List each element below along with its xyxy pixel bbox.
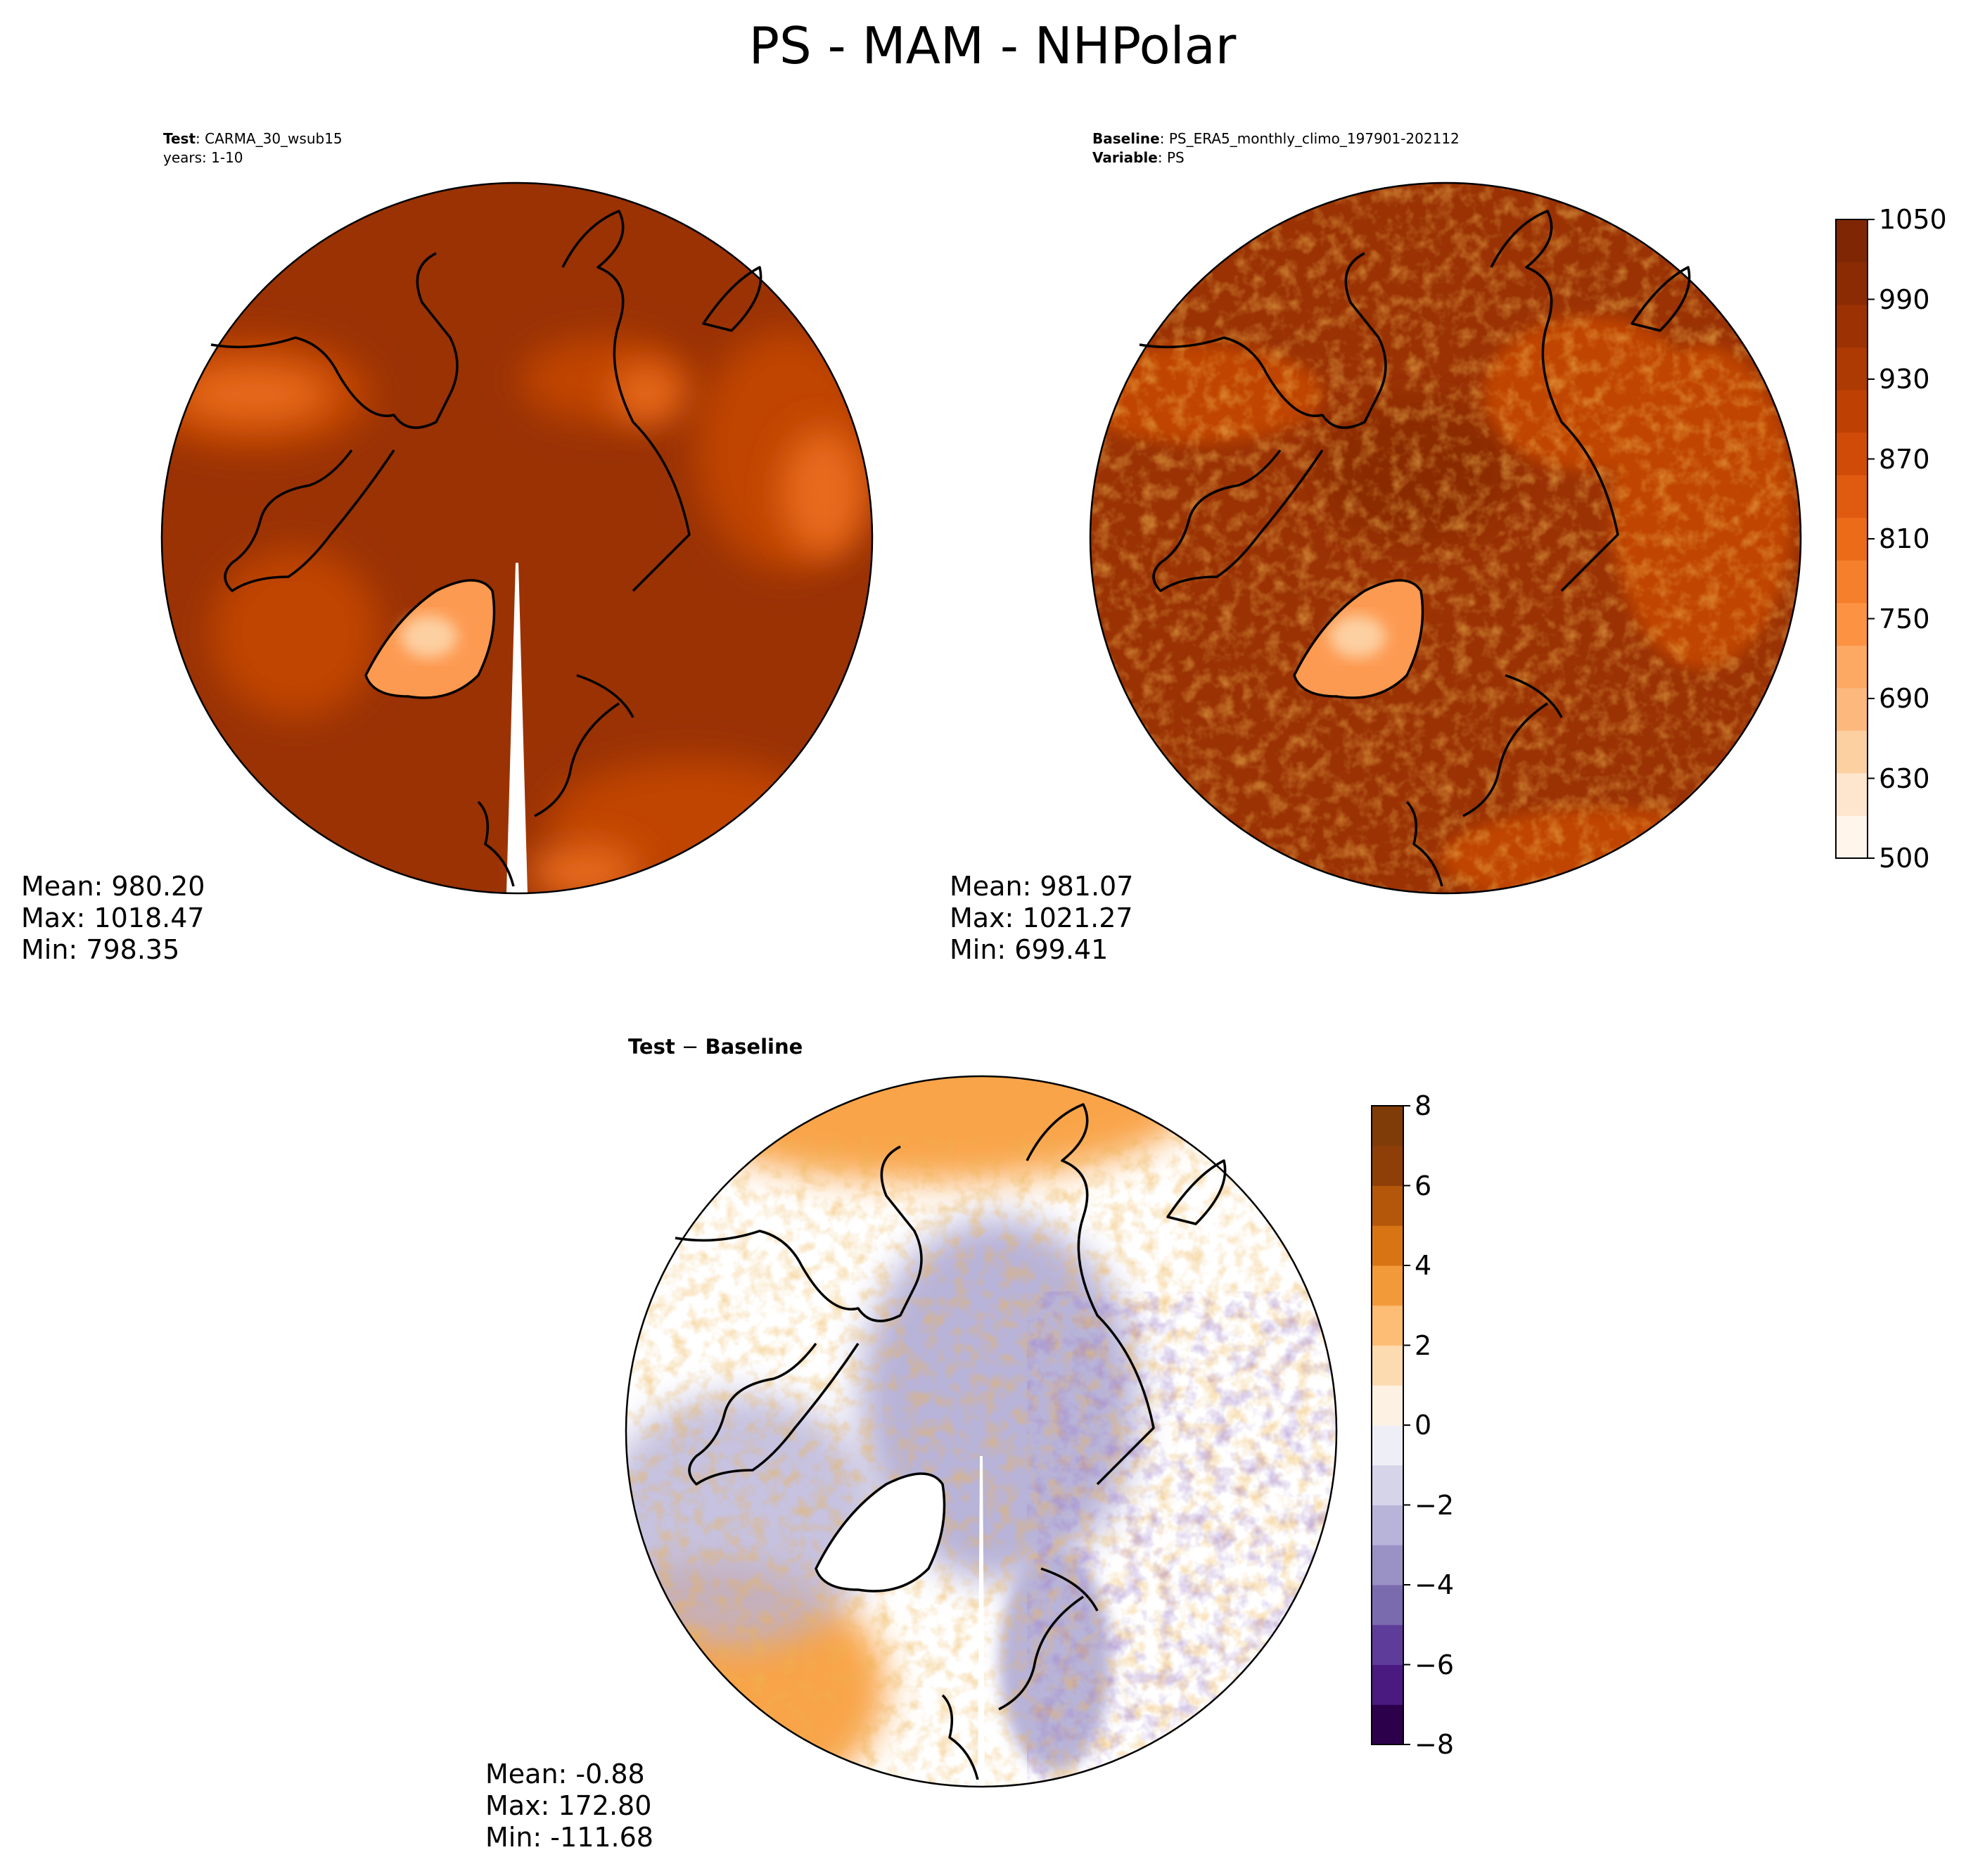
baseline-var-value: PS [1166, 149, 1185, 166]
baseline-stat-max: Max: 1021.27 [950, 902, 1133, 933]
main-colorbar-band [1836, 815, 1868, 859]
test-map [162, 183, 872, 893]
diff-colorbar-band [1372, 1585, 1403, 1626]
diff-colorbar-tick-label: −8 [1415, 1729, 1455, 1760]
main-colorbar-band [1836, 560, 1868, 604]
diff-stats: Mean: -0.88 Max: 172.80 Min: -111.68 [485, 1759, 653, 1853]
diff-colorbar-band [1372, 1385, 1403, 1426]
main-colorbar-tick-label: 500 [1879, 843, 1930, 874]
diff-colorbar-band [1372, 1624, 1403, 1665]
baseline-var-sep: : [1157, 149, 1167, 166]
test-panel-title: Test: CARMA_30_wsub15 [163, 129, 343, 148]
diff-colorbar-band [1372, 1265, 1403, 1306]
test-stat-min: Min: 798.35 [21, 934, 180, 965]
diff-colorbar-band [1372, 1225, 1403, 1266]
diff-colorbar-tick-label: −2 [1415, 1489, 1455, 1521]
diff-colorbar-tick-label: 4 [1415, 1250, 1432, 1281]
diff-title-a: Test [628, 1035, 675, 1059]
main-colorbar-band [1836, 219, 1868, 263]
diff-panel-title: Test − Baseline [628, 1034, 803, 1059]
diff-colorbar-band [1372, 1704, 1403, 1745]
baseline-panel-variable: Variable: PS [1092, 148, 1185, 167]
main-colorbar-tick-label: 1050 [1879, 204, 1947, 235]
main-colorbar-tick-label: 630 [1879, 762, 1930, 794]
diff-colorbar [1371, 1105, 1410, 1745]
baseline-title-sep: : [1159, 130, 1169, 147]
diff-map [626, 1076, 1336, 1787]
baseline-stats: Mean: 981.07 Max: 1021.27 Min: 699.41 [950, 871, 1133, 966]
baseline-var-key: Variable [1092, 149, 1158, 166]
test-title-sep: : [196, 130, 205, 147]
diff-colorbar-tick-label: 0 [1415, 1410, 1432, 1441]
test-stat-mean: Mean: 980.20 [21, 871, 205, 902]
main-colorbar-tick-label: 750 [1879, 603, 1930, 634]
main-colorbar-band [1836, 602, 1868, 646]
main-colorbar-band [1836, 687, 1868, 731]
main-colorbar-tick-label: 690 [1879, 683, 1930, 714]
diff-title-b: Baseline [705, 1035, 803, 1059]
diff-colorbar-band [1372, 1425, 1403, 1466]
main-colorbar-band [1836, 390, 1868, 433]
diff-colorbar-tick-label: −6 [1415, 1649, 1455, 1680]
main-colorbar-band [1836, 517, 1868, 561]
baseline-stat-mean: Mean: 981.07 [950, 871, 1134, 902]
diff-colorbar-band [1372, 1185, 1403, 1226]
diff-stat-min: Min: -111.68 [485, 1822, 653, 1853]
test-panel-subtitle: years: 1-10 [163, 149, 243, 166]
figure-title: PS - MAM - NHPolar [748, 16, 1237, 75]
main-colorbar-tick-label: 930 [1879, 364, 1930, 395]
main-colorbar-band [1836, 305, 1868, 348]
diff-colorbar-band [1372, 1145, 1403, 1186]
baseline-panel-title: Baseline: PS_ERA5_monthly_climo_197901-2… [1092, 129, 1460, 148]
main-colorbar-tick-label: 810 [1879, 523, 1930, 554]
main-colorbar-band [1836, 432, 1868, 476]
main-colorbar-tick-label: 990 [1879, 283, 1930, 315]
test-stat-max: Max: 1018.47 [21, 902, 205, 933]
diff-colorbar-band [1372, 1664, 1403, 1705]
diff-colorbar-band [1372, 1465, 1403, 1505]
main-colorbar [1835, 219, 1875, 859]
diff-title-op: − [675, 1035, 706, 1059]
baseline-title-value: PS_ERA5_monthly_climo_197901-202112 [1168, 130, 1460, 147]
diff-colorbar-band [1372, 1305, 1403, 1346]
test-stats: Mean: 980.20 Max: 1018.47 Min: 798.35 [21, 871, 205, 966]
baseline-stat-min: Min: 699.41 [950, 934, 1109, 965]
baseline-map [1090, 183, 1801, 893]
main-colorbar-band [1836, 772, 1868, 816]
main-colorbar-band [1836, 645, 1868, 689]
main-colorbar-band [1836, 475, 1868, 518]
diff-colorbar-tick-label: −4 [1415, 1569, 1455, 1600]
diff-colorbar-tick-label: 2 [1415, 1329, 1432, 1361]
diff-stat-mean: Mean: -0.88 [485, 1759, 645, 1789]
diff-colorbar-band [1372, 1106, 1403, 1147]
diff-colorbar-band [1372, 1545, 1403, 1585]
test-title-value: CARMA_30_wsub15 [205, 130, 343, 147]
main-colorbar-band [1836, 730, 1868, 774]
diff-colorbar-tick-label: 6 [1415, 1170, 1432, 1201]
diff-colorbar-band [1372, 1345, 1403, 1386]
diff-stat-max: Max: 172.80 [485, 1790, 652, 1821]
diff-colorbar-tick-label: 8 [1415, 1090, 1432, 1121]
test-title-key: Test [163, 130, 196, 147]
baseline-title-key: Baseline [1092, 130, 1160, 147]
main-colorbar-band [1836, 262, 1868, 305]
main-colorbar-band [1836, 347, 1868, 390]
diff-colorbar-band [1372, 1505, 1403, 1545]
main-colorbar-tick-label: 870 [1879, 443, 1930, 475]
